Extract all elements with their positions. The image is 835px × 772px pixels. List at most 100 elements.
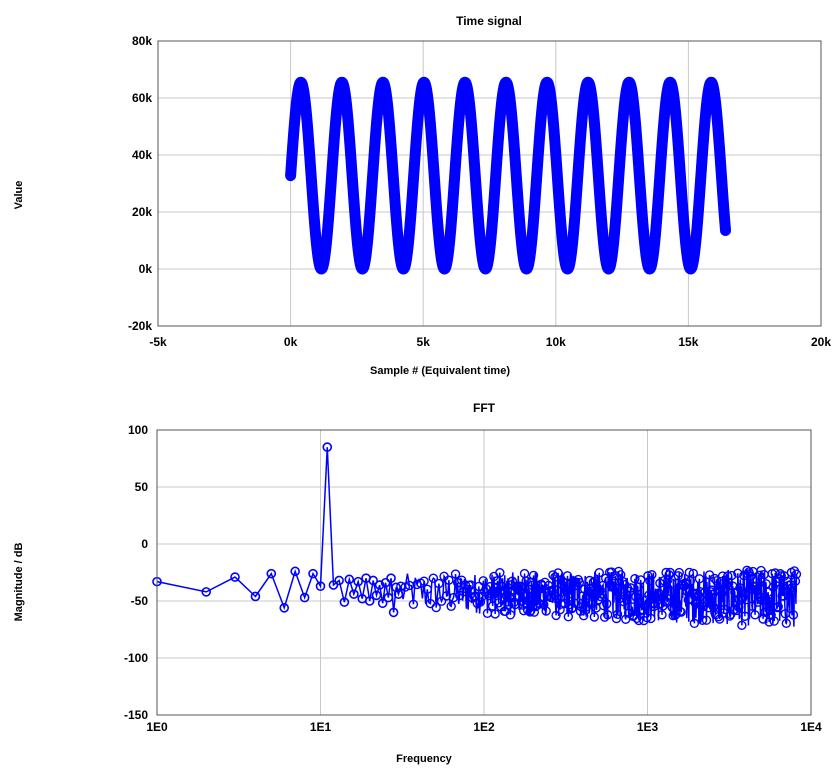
fft-point <box>230 572 240 582</box>
fft-point <box>602 599 612 609</box>
fft-y-tick-label: 0 <box>141 537 148 551</box>
time-signal-plot-frame <box>157 40 822 327</box>
time-signal-ticks: -5k 0k 5k 10k 15k 20k -20k 0k 20k 40k 60k 80k <box>128 34 831 349</box>
fft-point <box>765 597 775 607</box>
time-signal-x-tick-label: 15k <box>678 335 698 349</box>
fft-point <box>383 592 394 603</box>
fft-point <box>711 576 722 586</box>
fft-point <box>750 610 760 620</box>
fft-y-tick-label: 100 <box>128 423 148 437</box>
fft-point <box>567 603 577 614</box>
fft-point <box>374 580 385 590</box>
fft-point <box>666 586 676 597</box>
time-signal-y-tick-label: 20k <box>132 205 152 219</box>
fft-point <box>646 613 656 624</box>
fft-point <box>505 610 516 620</box>
fft-point <box>763 587 773 597</box>
fft-point <box>522 590 532 600</box>
time-signal-y-tick-label: -20k <box>128 319 152 333</box>
fft-point <box>657 610 667 620</box>
fft-point <box>554 593 564 604</box>
time-signal-y-tick-label: 80k <box>132 34 152 48</box>
fft-point <box>629 610 639 621</box>
time-signal-x-tick-label: -5k <box>149 335 167 349</box>
time-signal-ylabel: Value <box>13 181 25 210</box>
fft-point <box>740 611 750 621</box>
fft-point <box>448 592 459 603</box>
fft-point <box>578 610 589 621</box>
fft-point <box>523 596 534 606</box>
fft-point <box>787 585 798 596</box>
fft-point <box>735 583 745 593</box>
fft-point <box>514 586 525 596</box>
fft-x-tick-label: 1E3 <box>637 720 659 734</box>
time-signal-data <box>285 76 732 275</box>
fft-point <box>408 599 419 610</box>
fft-y-tick-label: -50 <box>131 594 149 608</box>
fft-point <box>279 603 290 613</box>
fft-point <box>737 620 747 631</box>
fft-point <box>339 597 350 607</box>
time-signal-title: Time signal <box>456 14 522 28</box>
fft-point <box>528 570 539 581</box>
fft-point <box>779 571 790 581</box>
fft-point <box>608 576 619 586</box>
fft-point <box>515 581 526 592</box>
fft-point <box>727 570 737 581</box>
fft-data <box>152 442 802 631</box>
fft-point <box>772 602 782 613</box>
fft-point <box>697 615 708 625</box>
fft-point <box>698 601 709 612</box>
fft-xlabel: Frequency <box>396 753 453 765</box>
fft-point <box>266 568 277 579</box>
fft-point <box>643 571 653 581</box>
fft-point <box>774 573 784 584</box>
fft-point <box>674 567 684 578</box>
fft-point <box>776 571 786 581</box>
fft-point <box>308 568 318 579</box>
fft-point <box>650 598 660 609</box>
fft-point <box>201 587 212 597</box>
fft-chart: 1E0 1E1 1E2 1E3 1E4 -150 -100 -50 0 50 100 FFT Fre… <box>13 401 822 765</box>
fft-point <box>754 570 764 581</box>
fft-point <box>645 575 655 586</box>
fft-point <box>400 582 410 592</box>
fft-point <box>553 568 563 578</box>
fft-point <box>688 568 699 579</box>
fft-x-tick-label: 1E2 <box>473 720 495 734</box>
fft-point <box>353 576 363 587</box>
fft-point <box>680 578 690 588</box>
fft-point <box>665 567 675 578</box>
time-signal-x-tick-label: 10k <box>546 335 566 349</box>
time-signal-xlabel: Sample # (Equivalent time) <box>370 365 510 377</box>
fft-point <box>590 576 600 586</box>
fft-point <box>676 607 686 617</box>
fft-point <box>689 618 700 629</box>
fft-point <box>701 615 712 625</box>
fft-point <box>788 610 799 620</box>
fft-plot-frame <box>156 429 812 716</box>
fft-point <box>495 567 505 578</box>
fft-point <box>388 607 399 618</box>
fft-point <box>490 609 500 619</box>
fft-point <box>744 567 754 577</box>
fft-point <box>791 569 802 579</box>
fft-point <box>422 584 433 595</box>
fft-point <box>460 580 471 590</box>
fft-point <box>250 591 261 602</box>
fft-point <box>444 575 454 585</box>
fft-point <box>519 605 529 616</box>
fft-point <box>599 612 610 622</box>
fft-point <box>717 571 728 581</box>
fft-point <box>630 574 640 584</box>
fft-point <box>548 570 558 580</box>
fft-point <box>621 595 632 605</box>
fft-point <box>769 616 779 626</box>
fft-point <box>539 599 549 610</box>
fft-point <box>371 590 382 601</box>
fft-point <box>322 442 333 452</box>
fft-point <box>647 570 657 580</box>
fft-point <box>603 610 613 620</box>
fft-point <box>751 581 761 592</box>
fft-point <box>616 570 626 580</box>
